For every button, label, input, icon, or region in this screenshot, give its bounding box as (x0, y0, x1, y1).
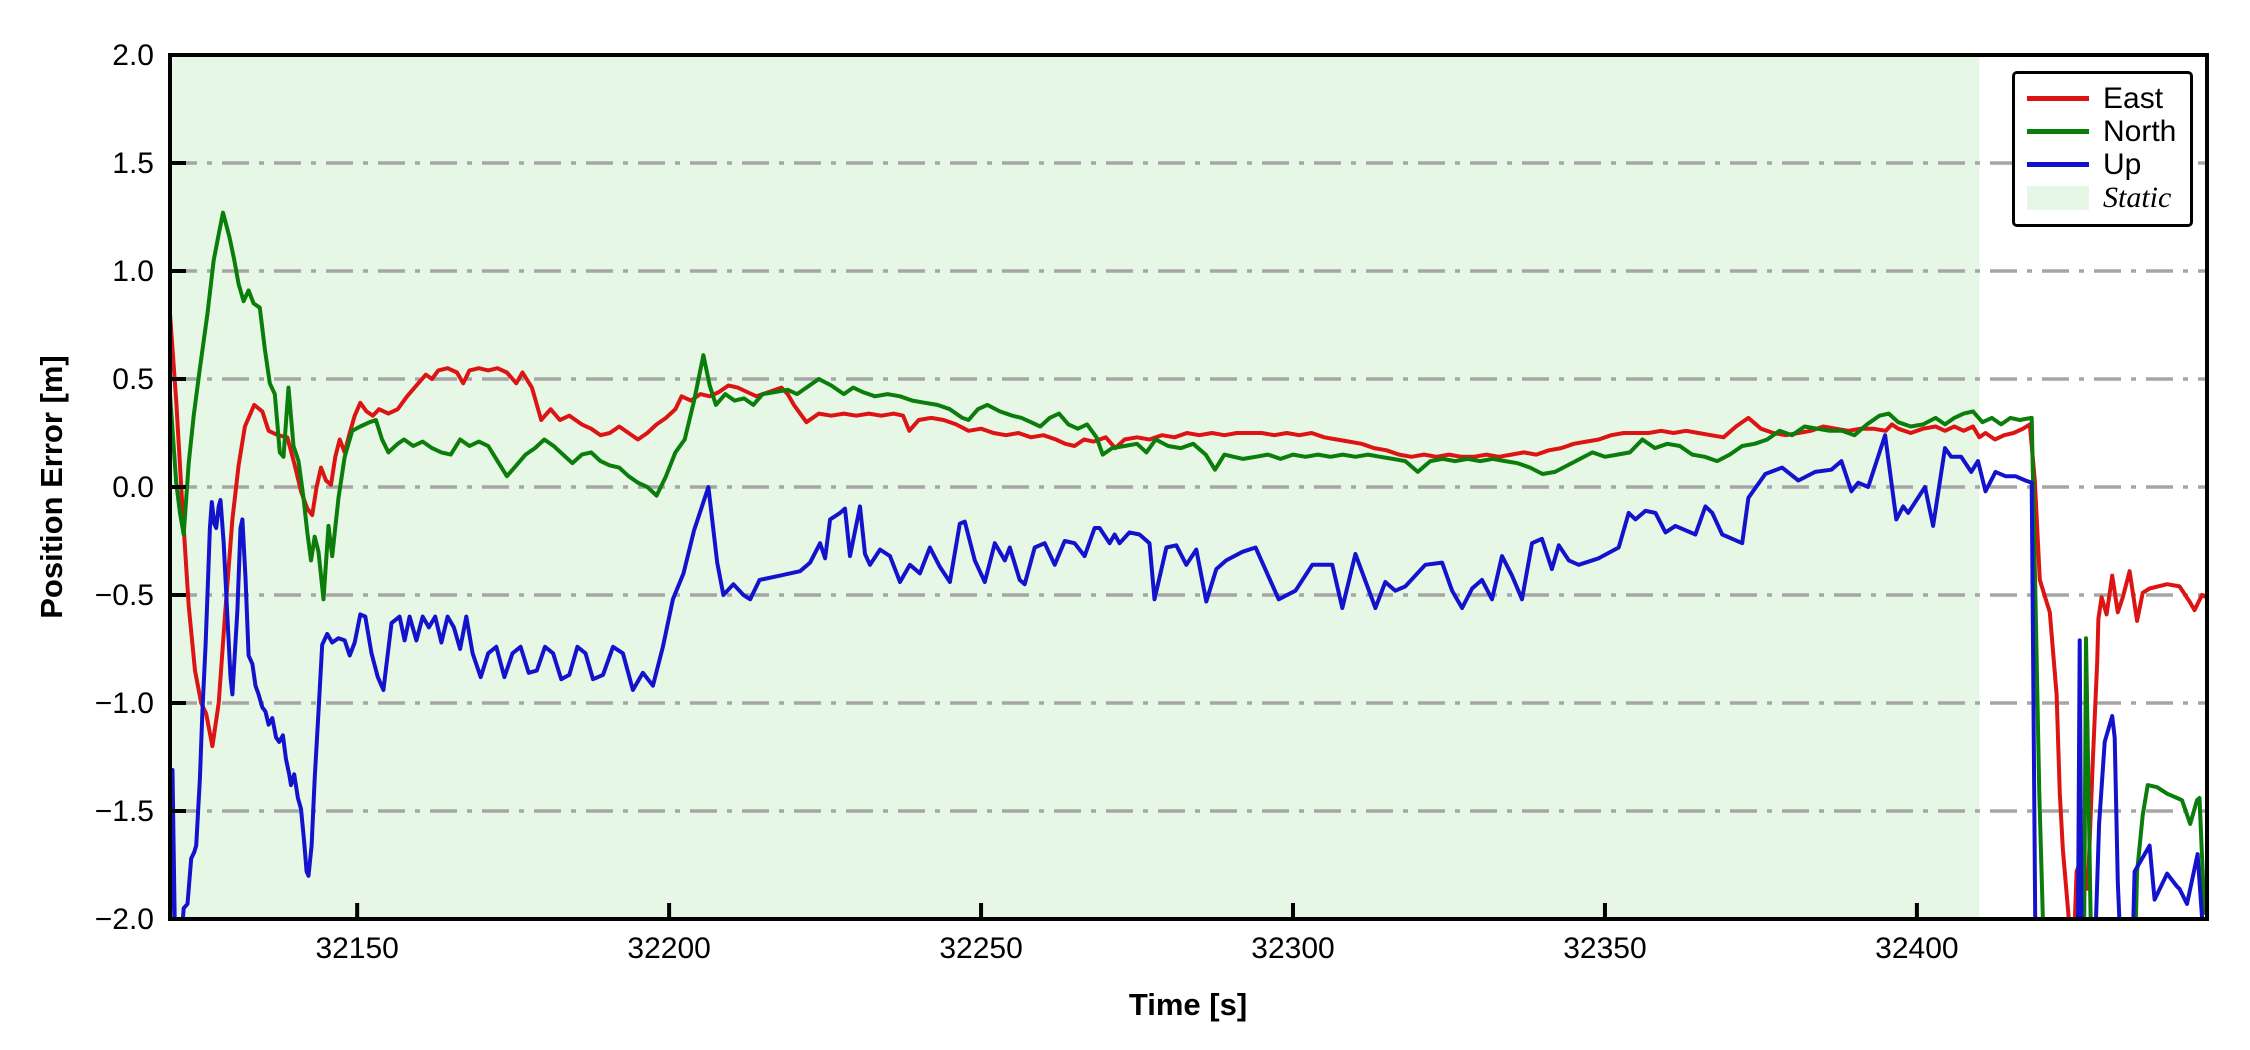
legend-label-static: Static (2103, 180, 2172, 214)
svg-text:1.5: 1.5 (112, 147, 154, 180)
svg-text:32250: 32250 (939, 932, 1022, 965)
svg-text:−1.0: −1.0 (95, 687, 154, 720)
svg-text:32400: 32400 (1875, 932, 1958, 965)
svg-text:1.0: 1.0 (112, 255, 154, 288)
svg-text:32200: 32200 (627, 932, 710, 965)
legend-label-east: East (2103, 81, 2164, 115)
svg-text:2.0: 2.0 (112, 39, 154, 72)
east-line-swatch (2027, 96, 2089, 101)
legend: East North Up Static (2012, 71, 2193, 227)
svg-text:32300: 32300 (1251, 932, 1334, 965)
svg-text:−1.5: −1.5 (95, 795, 154, 828)
legend-label-up: Up (2103, 147, 2142, 181)
legend-item-static: Static (2027, 181, 2178, 214)
svg-text:0.5: 0.5 (112, 363, 154, 396)
svg-text:0.0: 0.0 (112, 471, 154, 504)
up-line-swatch (2027, 162, 2089, 167)
legend-label-north: North (2103, 114, 2177, 148)
x-axis-label: Time [s] (1128, 987, 1248, 1022)
svg-text:32350: 32350 (1563, 932, 1646, 965)
svg-text:−2.0: −2.0 (95, 903, 154, 936)
north-line-swatch (2027, 129, 2089, 134)
svg-text:−0.5: −0.5 (95, 579, 154, 612)
static-patch-swatch (2027, 185, 2089, 210)
svg-text:32150: 32150 (315, 932, 398, 965)
legend-item-up: Up (2027, 148, 2178, 181)
legend-item-north: North (2027, 115, 2178, 148)
y-axis-label: Position Error [m] (34, 355, 69, 619)
legend-item-east: East (2027, 82, 2178, 115)
